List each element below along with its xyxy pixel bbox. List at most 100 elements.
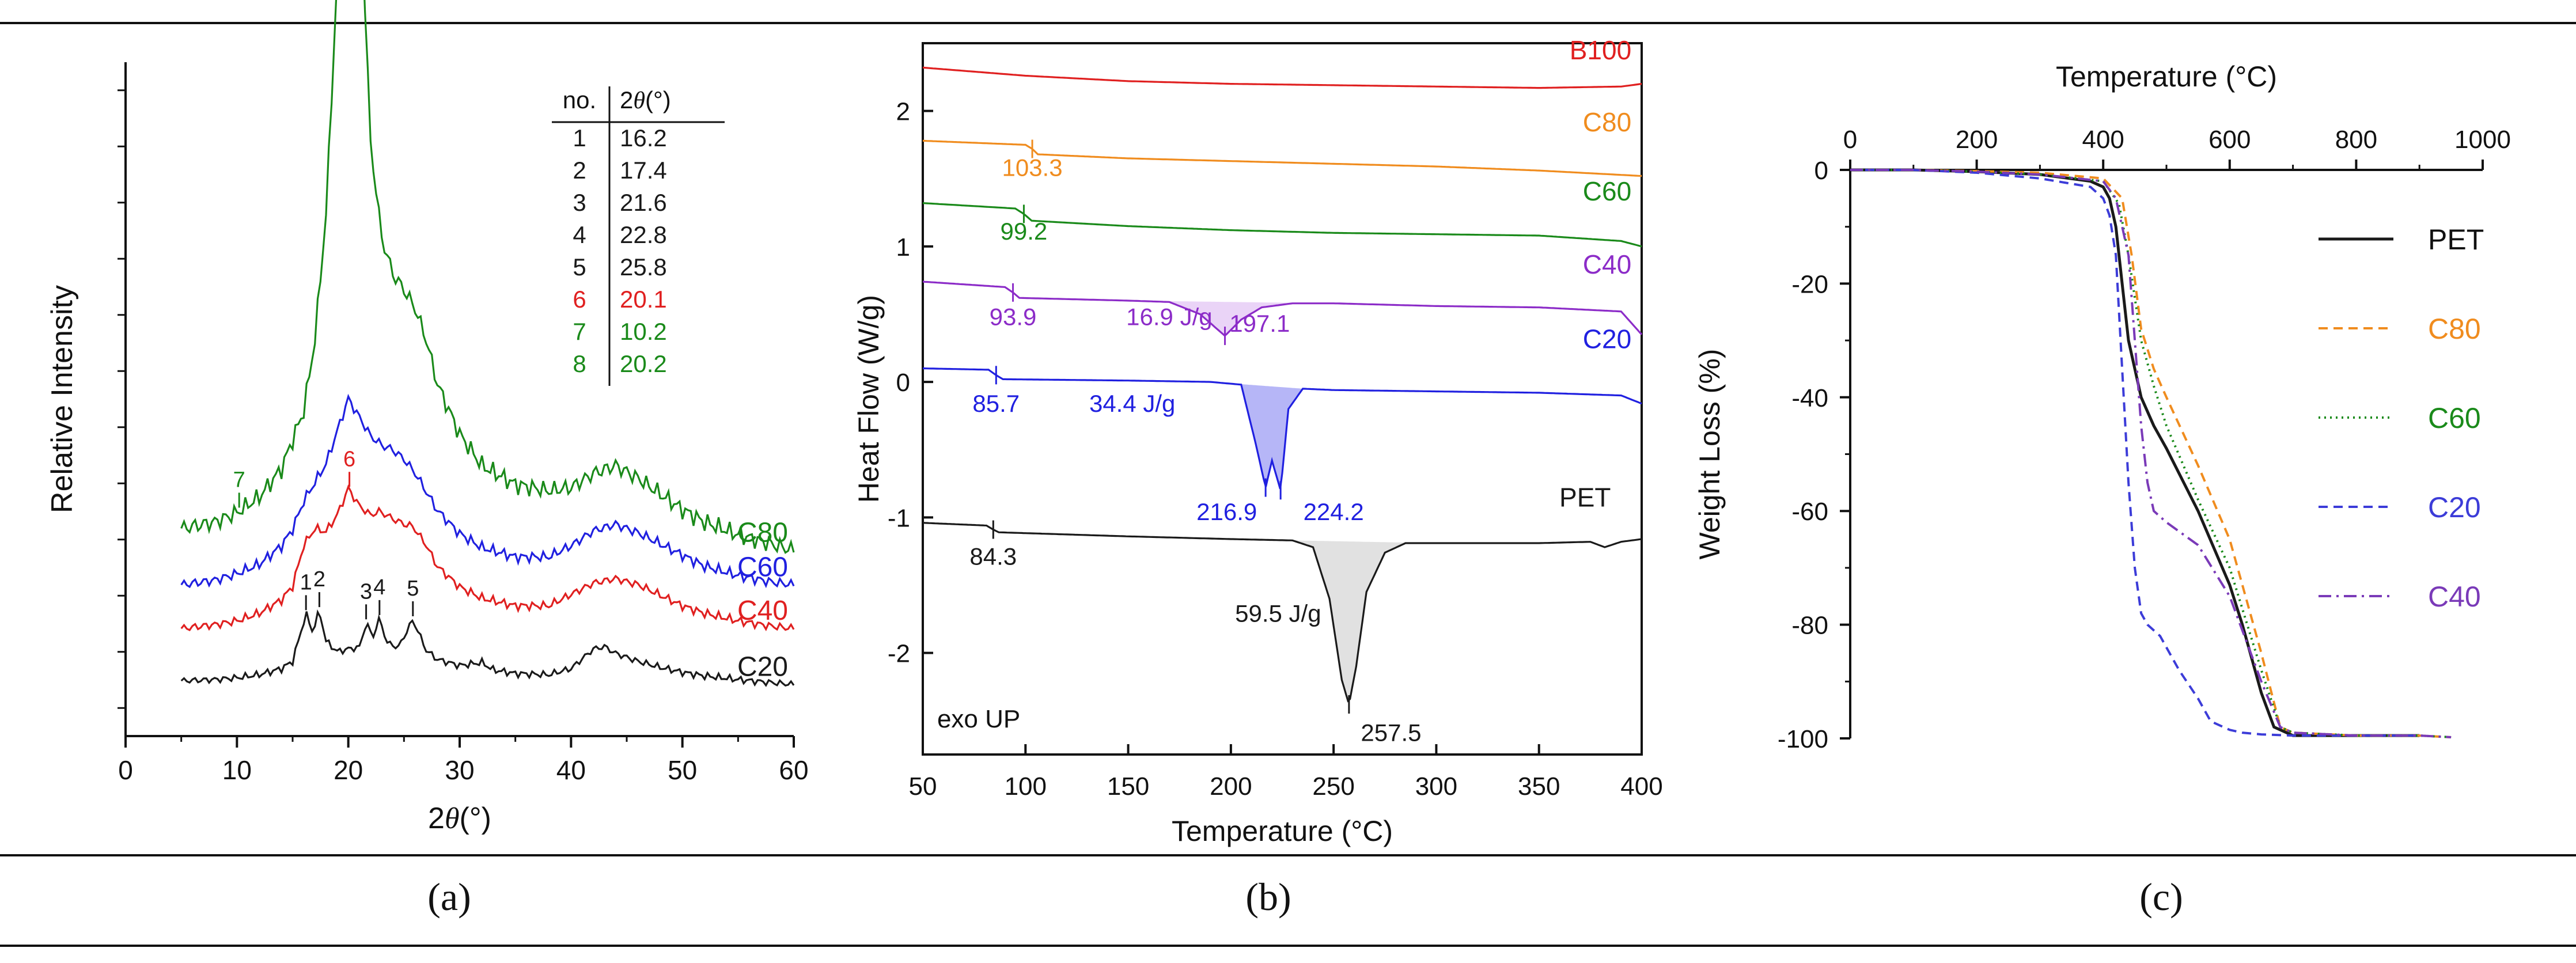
x-tick-label-0: 0 — [1843, 126, 1857, 154]
peak-table-no-4: 4 — [573, 221, 586, 248]
y-tick-label-20: -20 — [1791, 270, 1828, 298]
annotation-103-3: 103.3 — [1002, 154, 1062, 181]
annotation-197-1: 197.1 — [1229, 310, 1290, 337]
peak-table-no-5: 5 — [573, 253, 586, 280]
panel-b-dsc-chart: 50 100 150 200 250 300 350 400 -2 -1 0 1 2 Temperatur… — [853, 35, 1663, 847]
peak-label-2: 2 — [313, 567, 325, 592]
legend-label-pet: PET — [2428, 223, 2484, 256]
x-tick-label-350: 350 — [1518, 772, 1560, 801]
series-label-c40: C40 — [737, 596, 788, 626]
peak-table-no-8: 8 — [573, 350, 586, 377]
x-tick-label-100: 100 — [1005, 772, 1047, 801]
peak-table-header-no: no. — [563, 86, 596, 113]
peak-table-value-1: 16.2 — [620, 124, 667, 151]
peak-label-6: 6 — [343, 447, 355, 471]
peak-table-no-3: 3 — [573, 189, 586, 216]
peak-table-no-6: 6 — [573, 286, 586, 313]
x-axis-label: Temperature (°C) — [2056, 60, 2277, 93]
panel-label-a: (a) — [427, 875, 471, 919]
series-line-pet — [922, 522, 1642, 703]
peak-table-value-7: 10.2 — [620, 318, 667, 345]
y-tick-label-40: -40 — [1791, 384, 1828, 412]
x-tick-label-200: 200 — [1210, 772, 1252, 801]
series-label-c20: C20 — [737, 651, 788, 682]
series-line-c80 — [922, 139, 1642, 177]
y-tick-label-0: 0 — [1814, 157, 1828, 185]
series-line-c40 — [180, 484, 795, 632]
peak-label-4: 4 — [373, 575, 385, 600]
x-tick-label-250: 250 — [1312, 772, 1354, 801]
x-label-part: 2 — [428, 802, 445, 835]
series-line-c20 — [1850, 169, 2420, 737]
y-tick-label-100: -100 — [1778, 725, 1828, 753]
series-label-c60: C60 — [1583, 176, 1631, 206]
annotation-16-9-j-g: 16.9 J/g — [1126, 303, 1212, 330]
x-tick-label-800: 800 — [2335, 126, 2377, 154]
x-tick-label-1000: 1000 — [2454, 126, 2511, 154]
peak-table-value-3: 21.6 — [620, 189, 667, 216]
x-axis-label: 2θ(°) — [428, 802, 491, 835]
y-tick-label-2: -2 — [888, 640, 910, 668]
x-tick-label-10: 10 — [222, 755, 252, 785]
table-header-unit: (°) — [645, 86, 671, 113]
y-axis-label: Relative Intensity — [46, 285, 79, 513]
annotation-257-5: 257.5 — [1361, 719, 1421, 746]
annotation-59-5-j-g: 59.5 J/g — [1235, 600, 1321, 627]
series-line-b100 — [922, 66, 1642, 89]
panel-label-b: (b) — [1245, 875, 1291, 919]
annotation-34-4-j-g: 34.4 J/g — [1089, 390, 1175, 417]
series-label-c20: C20 — [1583, 324, 1631, 354]
x-tick-label-600: 600 — [2208, 126, 2251, 154]
x-tick-label-40: 40 — [556, 755, 586, 785]
x-label-unit: (°) — [460, 802, 491, 835]
annotation-84-3: 84.3 — [969, 543, 1017, 570]
series-line-c60 — [180, 393, 795, 589]
annotation-93-9: 93.9 — [990, 303, 1037, 330]
y-tick-label-1: -1 — [888, 504, 910, 532]
series-line-c60 — [922, 202, 1642, 248]
series-label-c60: C60 — [737, 552, 788, 582]
peak-table-no-7: 7 — [573, 318, 586, 345]
y-tick-label-80: -80 — [1791, 612, 1828, 640]
x-tick-label-150: 150 — [1107, 772, 1149, 801]
peak-area-c40 — [1128, 301, 1334, 336]
legend-label-c20: C20 — [2428, 491, 2481, 524]
annotation-216-9: 216.9 — [1196, 498, 1257, 525]
peak-table-header-2theta: 2θ(°) — [620, 86, 671, 114]
series-label-c80: C80 — [737, 518, 788, 548]
peak-table-value-4: 22.8 — [620, 221, 667, 248]
series-line-c20 — [923, 367, 1642, 490]
series-line-c80 — [180, 0, 795, 554]
y-tick-label-2: 2 — [896, 98, 910, 126]
peak-table-value-5: 25.8 — [620, 253, 667, 280]
peak-table-value-6: 20.1 — [620, 286, 667, 313]
plot-frame — [922, 42, 1643, 756]
exo-up-note: exo UP — [937, 705, 1020, 733]
peak-area-pet — [1282, 540, 1437, 701]
peak-label-3: 3 — [360, 579, 372, 604]
y-tick-label-1: 1 — [896, 233, 910, 261]
peak-table-value-8: 20.2 — [620, 350, 667, 377]
annotation-85-7: 85.7 — [972, 390, 1020, 417]
x-tick-label-0: 0 — [118, 755, 133, 785]
table-header-theta: θ — [633, 88, 645, 114]
peak-table-no-1: 1 — [573, 124, 586, 151]
x-tick-label-400: 400 — [2082, 126, 2124, 154]
x-label-theta: θ — [445, 802, 460, 835]
series-line-c40 — [922, 280, 1643, 337]
y-tick-label-0: 0 — [896, 369, 910, 397]
panel-c-tga-chart: 0 200 400 600 800 1000 0 -20 -40 -60 -80 -100 Temper… — [1694, 60, 2511, 753]
series-label-pet: PET — [1559, 483, 1611, 513]
series-label-c40: C40 — [1583, 249, 1631, 279]
x-tick-label-200: 200 — [1956, 126, 1998, 154]
y-tick-label-60: -60 — [1791, 498, 1828, 526]
x-tick-label-400: 400 — [1620, 772, 1662, 801]
annotation-224-2: 224.2 — [1304, 498, 1364, 525]
series-label-c80: C80 — [1583, 107, 1631, 137]
x-tick-label-30: 30 — [445, 755, 474, 785]
y-axis-label: Weight Loss (%) — [1694, 349, 1726, 560]
peak-table-value-2: 17.4 — [620, 157, 667, 184]
panel-label-c: (c) — [2139, 875, 2183, 919]
x-tick-label-50: 50 — [909, 772, 937, 801]
